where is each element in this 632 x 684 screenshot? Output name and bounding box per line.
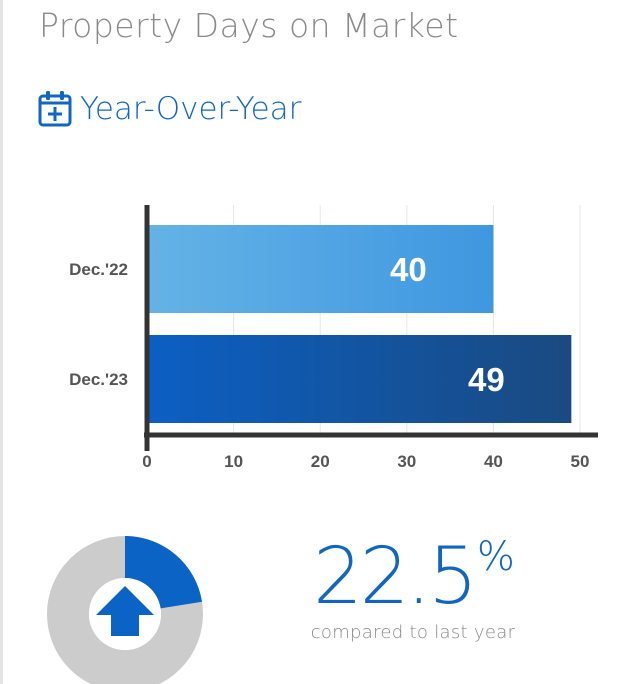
labels: 40 Dec.'22 49 Dec.'23 0 10 20 30 40 50 xyxy=(69,251,589,471)
x-tick-label: 20 xyxy=(311,452,330,471)
category-label: Dec.'23 xyxy=(69,370,128,389)
percent-change: 22.5% xyxy=(300,530,528,624)
page-title: Property Days on Market xyxy=(39,6,459,45)
x-tick-label: 30 xyxy=(397,452,416,471)
x-tick-label: 0 xyxy=(142,452,151,471)
bar-chart: 40 Dec.'22 49 Dec.'23 0 10 20 30 40 50 xyxy=(69,205,598,471)
change-donut xyxy=(47,536,203,684)
x-tick-label: 40 xyxy=(484,452,503,471)
donut-segment xyxy=(125,536,203,609)
section-title: Year-Over-Year xyxy=(80,91,302,127)
percent-change-value: 22.5 xyxy=(313,532,478,622)
bar xyxy=(147,335,572,423)
bar xyxy=(147,225,494,313)
bars xyxy=(147,225,572,423)
axes xyxy=(144,205,598,451)
percent-sign: % xyxy=(476,534,515,580)
category-label: Dec.'22 xyxy=(69,260,128,279)
arrow-up-icon xyxy=(96,586,154,636)
data-label: 40 xyxy=(390,251,427,288)
x-tick-label: 50 xyxy=(571,452,590,471)
section-header: Year-Over-Year xyxy=(38,88,301,130)
left-border xyxy=(0,0,3,684)
data-label: 49 xyxy=(468,361,505,398)
comparison-caption: compared to last year xyxy=(310,622,516,643)
x-tick-label: 10 xyxy=(224,452,243,471)
calendar-plus-icon xyxy=(38,91,72,127)
